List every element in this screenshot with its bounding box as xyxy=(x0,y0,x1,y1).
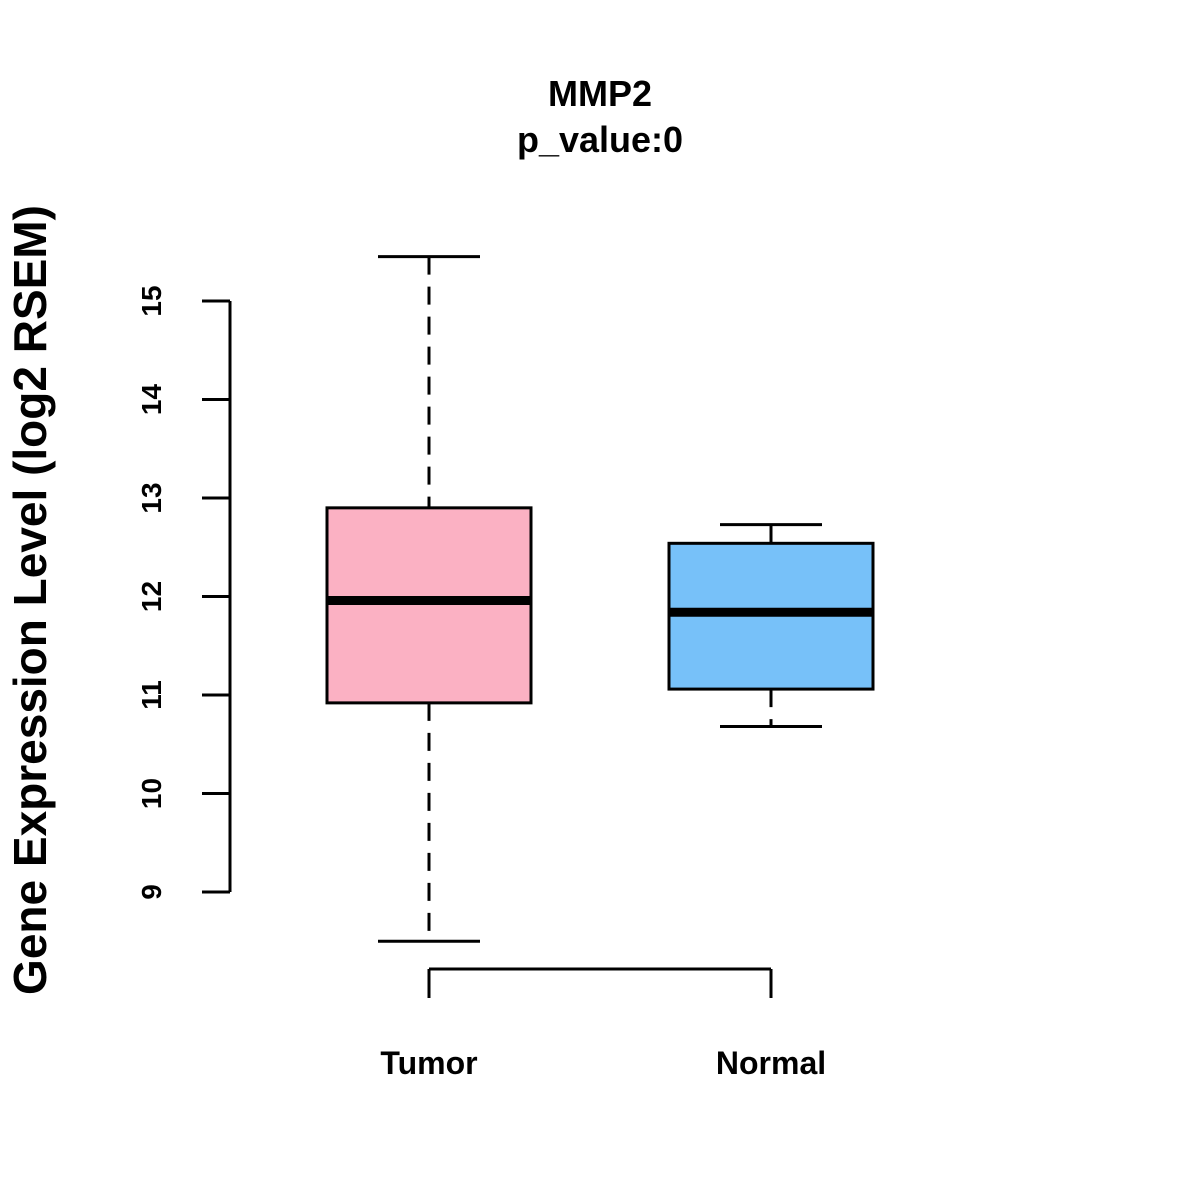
iqr-box xyxy=(325,506,533,705)
y-tick-label: 12 xyxy=(136,581,167,612)
y-tick-label: 9 xyxy=(136,884,167,900)
x-tick-label-normal: Normal xyxy=(716,1045,826,1081)
y-tick-label: 10 xyxy=(136,778,167,809)
chart-title: MMP2 xyxy=(548,73,652,114)
chart-subtitle: p_value:0 xyxy=(517,119,683,160)
y-tick-label: 15 xyxy=(136,285,167,316)
y-tick-label: 11 xyxy=(136,680,167,710)
y-axis-label: Gene Expression Level (log2 RSEM) xyxy=(4,205,56,995)
y-axis: 9 10 11 12 13 14 15 xyxy=(136,285,232,900)
box-tumor xyxy=(325,255,533,943)
x-tick-label-tumor: Tumor xyxy=(380,1045,477,1081)
x-axis: Tumor Normal xyxy=(380,967,826,1081)
box-normal xyxy=(667,523,875,729)
y-tick-label: 14 xyxy=(136,384,167,416)
boxes xyxy=(325,255,875,943)
y-tick-label: 13 xyxy=(136,482,167,513)
